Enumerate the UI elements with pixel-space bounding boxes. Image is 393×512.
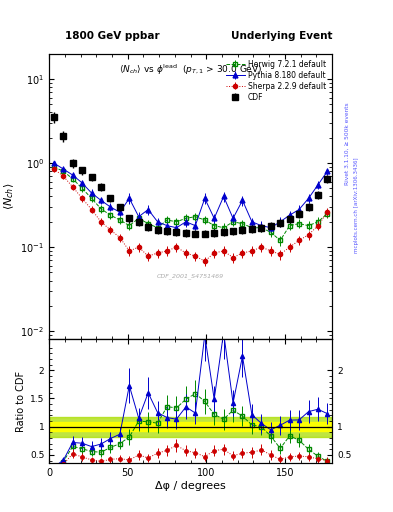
Text: 1800 GeV ppbar: 1800 GeV ppbar	[65, 31, 160, 41]
Y-axis label: Ratio to CDF: Ratio to CDF	[16, 371, 26, 432]
Text: Underlying Event: Underlying Event	[231, 31, 332, 41]
Text: Rivet 3.1.10, ≥ 500k events: Rivet 3.1.10, ≥ 500k events	[345, 102, 350, 185]
Legend: Herwig 7.2.1 default, Pythia 8.180 default, Sherpa 2.2.9 default, CDF: Herwig 7.2.1 default, Pythia 8.180 defau…	[223, 57, 328, 104]
Y-axis label: $\langle N_{ch}\rangle$: $\langle N_{ch}\rangle$	[3, 183, 16, 210]
Text: CDF_2001_S4751469: CDF_2001_S4751469	[157, 273, 224, 279]
Text: mcplots.cern.ch [arXiv:1306.3436]: mcplots.cern.ch [arXiv:1306.3436]	[354, 157, 359, 252]
Text: $\langle N_{ch}\rangle$ vs $\phi^{\rm lead}$  ($p_{T,1}$ > 30.0 GeV): $\langle N_{ch}\rangle$ vs $\phi^{\rm le…	[119, 62, 262, 76]
X-axis label: Δφ / degrees: Δφ / degrees	[155, 481, 226, 491]
